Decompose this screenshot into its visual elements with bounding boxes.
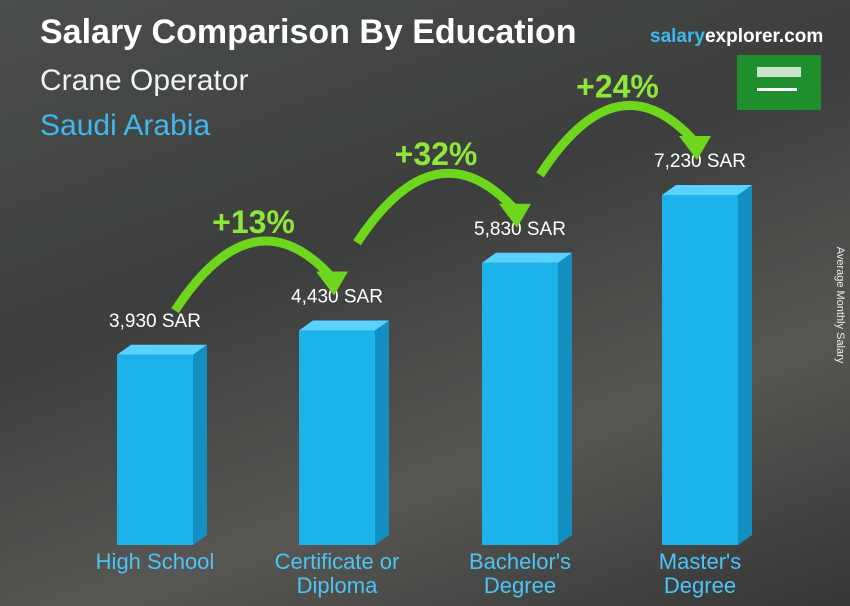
value-label: 5,830 SAR [474, 219, 566, 240]
change-label: +24% [576, 68, 659, 104]
chart-title: Salary Comparison By Education [40, 13, 577, 51]
bar [117, 354, 193, 545]
bar-top [117, 344, 207, 355]
bar-side [375, 320, 389, 545]
change-arrow [353, 168, 519, 246]
bar-top [482, 252, 572, 263]
change-label: +32% [395, 136, 478, 172]
change-arrow [171, 236, 336, 314]
bar-side [738, 185, 752, 545]
subtitle: Crane Operator [40, 64, 248, 97]
bar-side [193, 344, 207, 545]
brand-part: explorer.com [705, 26, 823, 47]
value-label: 7,230 SAR [654, 151, 746, 172]
location: Saudi Arabia [40, 109, 210, 142]
bar [482, 262, 558, 545]
flag [737, 55, 821, 110]
change-arrowhead [316, 271, 348, 296]
bar [299, 330, 375, 545]
x-tick-label: Certificate or Diploma [274, 549, 400, 598]
change-label: +13% [212, 204, 295, 240]
brand-part: salary [650, 26, 705, 47]
y-axis-label: Average Monthly Salary [834, 247, 846, 364]
value-label: 4,430 SAR [291, 287, 383, 308]
x-tick-label: High School [95, 549, 215, 574]
brand: salaryexplorer.com [650, 26, 823, 47]
change-arrowhead [499, 203, 531, 228]
bar-top [662, 185, 752, 195]
change-arrowhead [679, 136, 711, 160]
x-tick-label: Master's Degree [658, 549, 742, 598]
x-tick-label: Bachelor's Degree [468, 549, 572, 598]
bar [662, 195, 738, 545]
change-arrow [536, 100, 699, 178]
bar-side [558, 252, 572, 545]
bar-top [299, 320, 389, 331]
value-label: 3,930 SAR [109, 311, 201, 332]
